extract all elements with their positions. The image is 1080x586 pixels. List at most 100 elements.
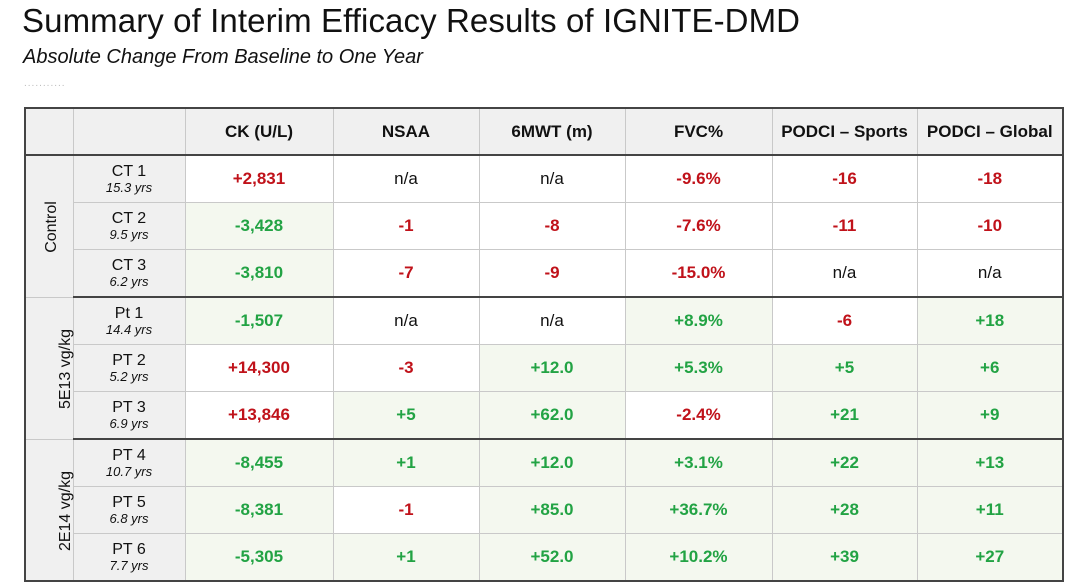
value-podci-global: -18	[916, 154, 1064, 203]
value-nsaa: n/a	[332, 154, 480, 203]
table-row: PT 5 6.8 yrs -8,381 -1 +85.0 +36.7% +28 +11	[25, 486, 1064, 534]
patient-age: 9.5 yrs	[109, 226, 149, 242]
value-6mwt: +85.0	[478, 486, 626, 534]
value-ck: +13,846	[184, 391, 334, 440]
patient-cell: PT 3 6.9 yrs	[72, 391, 186, 440]
patient-cell: CT 1 15.3 yrs	[72, 154, 186, 203]
value-podci-sports: -11	[771, 202, 918, 250]
table-row: PT 2 5.2 yrs +14,300 -3 +12.0 +5.3% +5 +6	[25, 344, 1064, 392]
value-6mwt: +12.0	[478, 344, 626, 392]
value-fvc: +3.1%	[624, 438, 773, 487]
value-podci-global: +27	[916, 533, 1064, 582]
value-podci-global: +18	[916, 296, 1064, 345]
patient-cell: PT 4 10.7 yrs	[72, 438, 186, 487]
value-nsaa: +1	[332, 438, 480, 487]
patient-id: Pt 1	[114, 305, 144, 323]
patient-age: 6.8 yrs	[109, 510, 149, 526]
table-row: 2E14 vg/kg PT 4 10.7 yrs -8,455 +1 +12.0 +3.1%…	[24, 438, 1064, 582]
value-fvc: +5.3%	[624, 344, 773, 392]
results-table: CK (U/L) NSAA 6MWT (m) FVC% PODCI – Spor…	[24, 107, 1064, 582]
value-6mwt: -8	[478, 202, 626, 250]
patient-age: 15.3 yrs	[105, 179, 153, 195]
value-fvc: +8.9%	[624, 296, 773, 345]
patient-id: PT 4	[112, 447, 146, 465]
value-nsaa: -7	[332, 249, 480, 298]
header-row: CK (U/L) NSAA 6MWT (m) FVC% PODCI – Spor…	[24, 107, 1064, 156]
header-ck: CK (U/L)	[184, 107, 334, 156]
patient-age: 10.7 yrs	[105, 463, 153, 479]
value-podci-global: -10	[916, 202, 1064, 250]
value-6mwt: -9	[478, 249, 626, 298]
value-nsaa: +5	[332, 391, 480, 440]
value-podci-global: +9	[916, 391, 1064, 440]
value-podci-sports: +5	[771, 344, 918, 392]
value-ck: -3,810	[184, 249, 334, 298]
value-podci-sports: +22	[771, 438, 918, 487]
value-fvc: +10.2%	[624, 533, 773, 582]
patient-cell: PT 5 6.8 yrs	[72, 486, 186, 534]
value-podci-global: n/a	[916, 249, 1064, 298]
table-row: 5E13 vg/kg Pt 1 14.4 yrs -1,507 n/a n/a +8.9% -…	[24, 296, 1064, 440]
value-nsaa: +1	[332, 533, 480, 582]
value-ck: -5,305	[184, 533, 334, 582]
patient-id: PT 3	[112, 399, 146, 417]
value-ck: +2,831	[184, 154, 334, 203]
value-fvc: -9.6%	[624, 154, 773, 203]
group-label: 5E13 vg/kg	[57, 328, 75, 410]
header-podci-sports: PODCI – Sports	[771, 107, 918, 156]
value-ck: -3,428	[184, 202, 334, 250]
group-label-cell: 5E13 vg/kg	[24, 296, 75, 440]
value-podci-sports: +39	[771, 533, 918, 582]
value-nsaa: -1	[332, 486, 480, 534]
value-nsaa: -3	[332, 344, 480, 392]
value-6mwt: +12.0	[478, 438, 626, 487]
value-podci-sports: n/a	[771, 249, 918, 298]
value-fvc: +36.7%	[624, 486, 773, 534]
value-6mwt: +62.0	[478, 391, 626, 440]
group-label-cell: 2E14 vg/kg	[24, 438, 75, 582]
value-podci-sports: -6	[771, 296, 918, 345]
header-fvc: FVC%	[624, 107, 773, 156]
value-nsaa: -1	[332, 202, 480, 250]
patient-age: 5.2 yrs	[109, 368, 149, 384]
value-nsaa: n/a	[332, 296, 480, 345]
patient-age: 7.7 yrs	[109, 557, 149, 573]
header-podci-global: PODCI – Global	[916, 107, 1064, 156]
header-corner-group	[24, 107, 74, 156]
table-row: PT 6 7.7 yrs -5,305 +1 +52.0 +10.2% +39 +27	[25, 533, 1064, 582]
value-fvc: -15.0%	[624, 249, 773, 298]
value-podci-global: +6	[916, 344, 1064, 392]
patient-id: CT 2	[111, 210, 147, 228]
value-podci-global: +13	[916, 438, 1064, 487]
value-ck: -8,455	[184, 438, 334, 487]
value-podci-sports: +21	[771, 391, 918, 440]
header-6mwt: 6MWT (m)	[478, 107, 626, 156]
table-row: CT 2 9.5 yrs -3,428 -1 -8 -7.6% -11 -10	[25, 202, 1064, 250]
value-fvc: -7.6%	[624, 202, 773, 250]
patient-cell: CT 3 6.2 yrs	[72, 249, 186, 298]
patient-id: CT 1	[111, 163, 147, 181]
group-label: Control	[42, 201, 60, 254]
decorative-dots: ...........	[24, 78, 66, 89]
value-6mwt: n/a	[478, 154, 626, 203]
value-fvc: -2.4%	[624, 391, 773, 440]
value-ck: +14,300	[184, 344, 334, 392]
table-row: PT 3 6.9 yrs +13,846 +5 +62.0 -2.4% +21 +9	[25, 391, 1064, 440]
value-podci-global: +11	[916, 486, 1064, 534]
patient-cell: Pt 1 14.4 yrs	[72, 296, 186, 345]
group-label: 2E14 vg/kg	[57, 470, 75, 551]
patient-id: PT 6	[112, 541, 146, 559]
value-ck: -8,381	[184, 486, 334, 534]
table-row: Control CT 1 15.3 yrs +2,831 n/a n/a -9.6% -16-…	[24, 154, 1064, 298]
group-label-cell: Control	[24, 154, 74, 298]
value-podci-sports: +28	[771, 486, 918, 534]
patient-cell: PT 6 7.7 yrs	[72, 533, 186, 582]
patient-id: CT 3	[111, 257, 147, 275]
page-title: Summary of Interim Efficacy Results of I…	[22, 2, 801, 39]
patient-id: PT 2	[112, 352, 146, 370]
patient-cell: PT 2 5.2 yrs	[72, 344, 186, 392]
value-6mwt: +52.0	[478, 533, 626, 582]
value-ck: -1,507	[184, 296, 334, 345]
value-podci-sports: -16	[771, 154, 918, 203]
patient-id: PT 5	[112, 494, 146, 512]
